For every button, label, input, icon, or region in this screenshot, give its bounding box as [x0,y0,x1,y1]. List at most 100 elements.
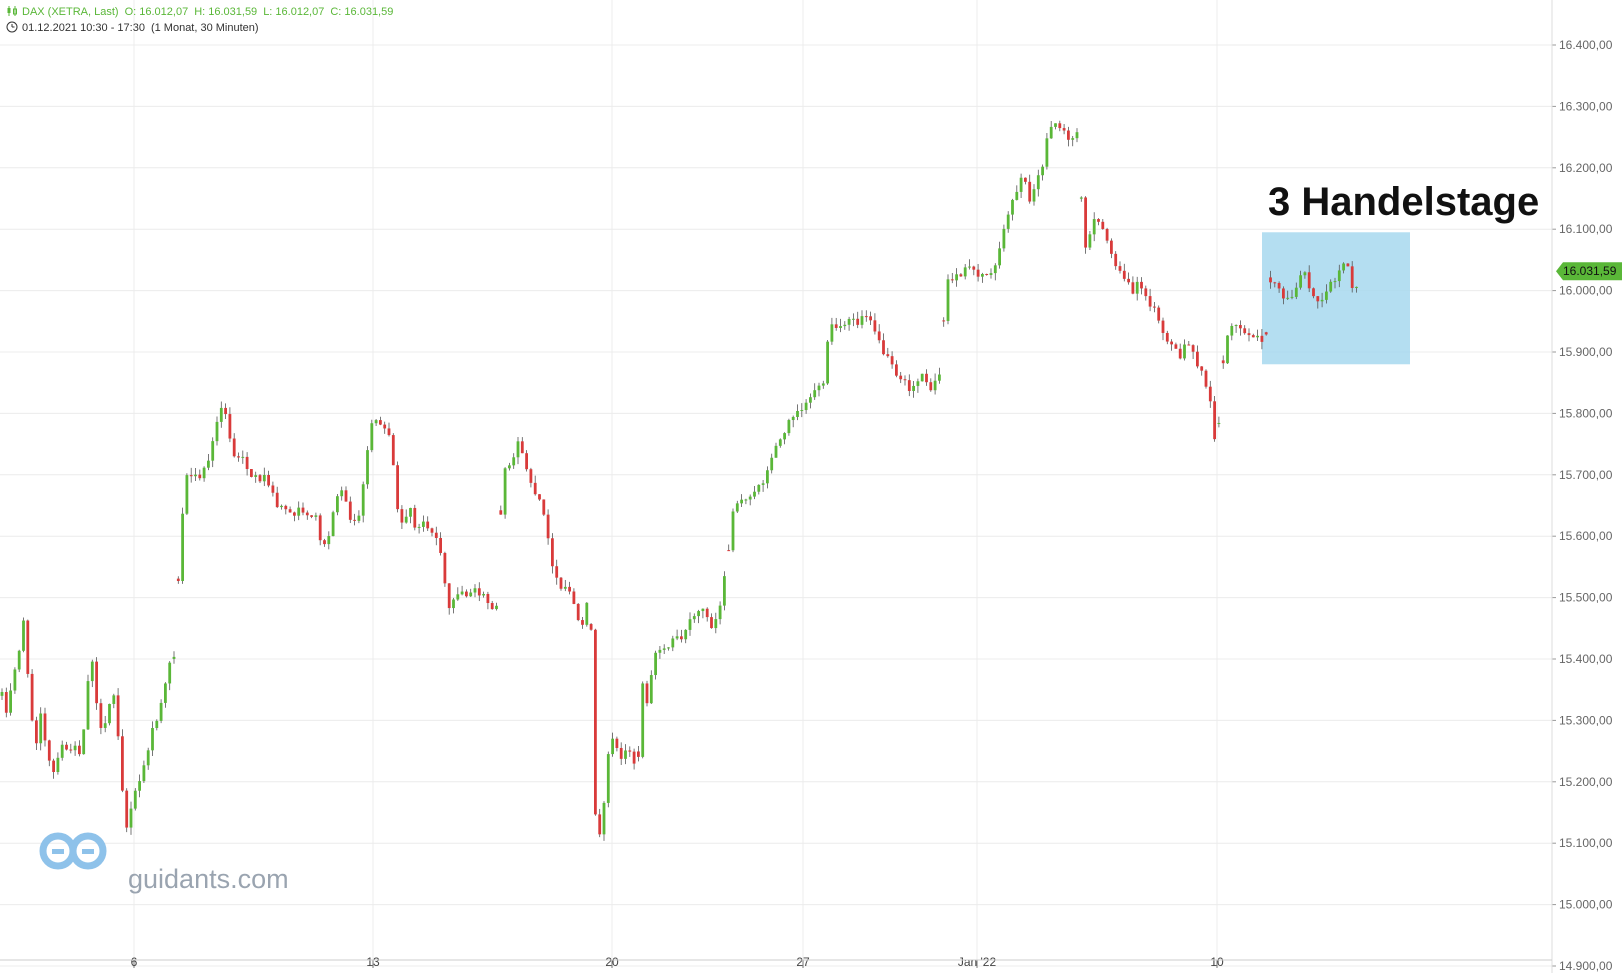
candle-down [434,532,438,538]
y-tick-label: 15.500,00 [1559,591,1613,605]
candle-up [1333,281,1337,283]
candle-up [766,470,769,484]
candle-down [886,354,890,357]
candle-up [103,723,107,728]
candle-down [293,512,296,516]
last-price-label: 16.031,59 [1563,264,1617,278]
candle-up [809,397,812,403]
candle-up [164,683,167,703]
candle-down [348,501,352,520]
y-tick-label: 14.900,00 [1559,959,1613,973]
candle-up [1079,197,1083,199]
candle-down [727,550,731,552]
candle-down [301,507,305,513]
candle-up [1015,191,1019,200]
x-tick-label: 27 [796,955,810,969]
candle-up [843,324,847,327]
candle-down [1243,328,1247,334]
y-tick-label: 16.300,00 [1559,99,1613,113]
x-tick-label: 10 [1210,955,1224,969]
candle-down [950,279,954,281]
candle-down [873,320,877,332]
candle-up [1290,296,1294,298]
candle-down [1131,282,1135,294]
candle-up [585,602,589,625]
candle-down [499,510,503,515]
candle-up [697,611,700,617]
candle-down [1239,325,1242,329]
candle-up [60,744,64,758]
candle-down [589,624,593,630]
candle-up [1088,234,1092,248]
candle-up [1230,325,1234,336]
candle-down [551,538,554,567]
candle-down [465,591,468,597]
candle-down [228,414,232,439]
candle-up [340,490,344,497]
candle-down [439,537,442,553]
candle-up [151,728,154,751]
candle-down [271,485,275,493]
candle-down [383,424,387,429]
candle-up [1054,123,1057,127]
candle-up [473,588,477,593]
candle-up [757,484,761,492]
candle-down [598,814,602,835]
candle-up [671,638,675,648]
candle-down [486,593,490,604]
candle-down [1247,333,1251,336]
candle-down [69,749,73,751]
candle-up [796,410,799,417]
candle-up [82,729,86,755]
candle-up [774,445,778,458]
candle-up [1325,291,1328,300]
candle-down [972,266,976,270]
candle-down [65,744,68,750]
watermark-text: guidants.com [128,864,289,894]
candle-up [1303,272,1307,276]
candle-up [744,499,748,501]
candle-up [39,713,43,744]
candle-down [99,703,103,728]
candle-up [920,373,924,382]
candle-down [1148,296,1152,307]
candle-down [1251,335,1255,338]
candle-up [804,402,808,411]
candle-up [1337,270,1341,282]
candle-up [813,390,817,398]
candle-up [73,745,77,751]
candle-up [675,636,679,639]
candle-up [916,381,920,386]
x-tick-label: Jan '22 [958,955,997,969]
candle-up [624,750,627,759]
candle-up [202,467,206,479]
candle-down [581,620,584,625]
candle-up [748,496,752,500]
candle-up [357,515,361,521]
candle-up [830,324,834,342]
candle-down [1269,277,1272,283]
candle-down [1204,370,1208,387]
candle-up [409,507,412,517]
candle-up [1299,275,1302,288]
candle-down [267,474,270,486]
candle-down [907,380,911,391]
candle-up [658,649,662,653]
candle-down [1273,282,1277,284]
candle-down [447,583,451,609]
candle-down [1213,401,1216,440]
candle-up [641,683,645,757]
candle-up [512,457,516,466]
candle-down [976,269,980,277]
candle-up [998,248,1001,266]
candle-down [895,364,898,376]
candle-down [542,499,546,515]
candle-up [1294,287,1298,297]
candle-down [1097,219,1100,222]
candle-down [1221,360,1225,364]
candle-down [572,591,576,604]
candle-down [864,316,868,318]
candle-down [637,751,640,757]
candle-up [684,629,688,640]
